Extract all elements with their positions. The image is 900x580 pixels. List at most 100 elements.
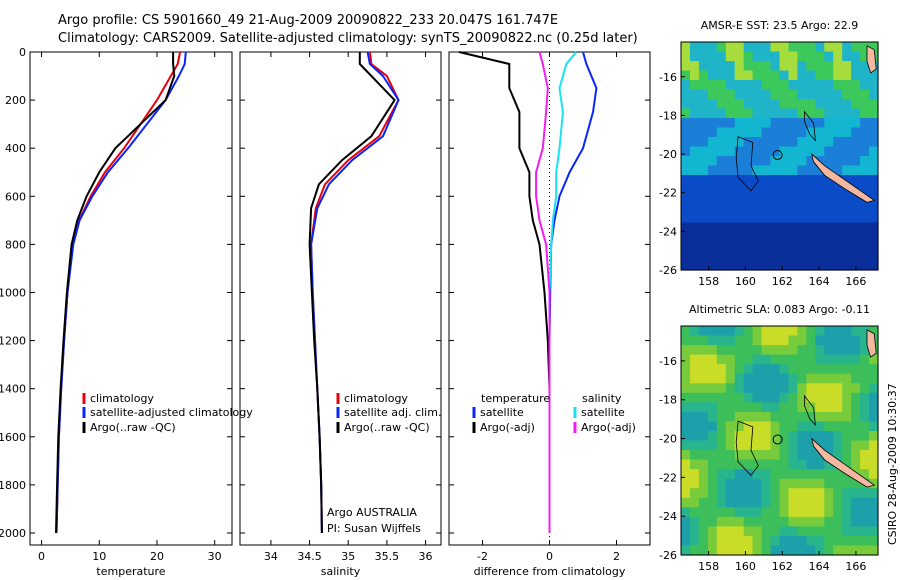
- heatmap-cell: [707, 497, 718, 508]
- heatmap-cell: [788, 80, 799, 91]
- heatmap-cell: [869, 241, 879, 252]
- heatmap-cell: [797, 156, 807, 167]
- heatmap-cell: [788, 108, 799, 119]
- heatmap-cell: [833, 232, 843, 243]
- heatmap-cell: [851, 450, 861, 461]
- heatmap-cell: [851, 194, 861, 205]
- heatmap-cell: [869, 260, 879, 271]
- heatmap-cell: [707, 175, 718, 186]
- heatmap-cell: [716, 241, 727, 252]
- heatmap-cell: [681, 535, 691, 546]
- heatmap-cell: [815, 488, 825, 499]
- map-y-tick-label: -26: [659, 264, 677, 277]
- heatmap-cell: [833, 260, 843, 271]
- heatmap-cell: [770, 526, 781, 537]
- heatmap-cell: [707, 545, 718, 556]
- heatmap-cell: [698, 70, 709, 81]
- heatmap-cell: [851, 345, 861, 356]
- heatmap-cell: [833, 526, 843, 537]
- heatmap-cell: [743, 99, 754, 110]
- heatmap-cell: [788, 345, 799, 356]
- heatmap-cell: [815, 175, 825, 186]
- heatmap-cell: [690, 431, 700, 442]
- heatmap-cell: [707, 70, 718, 81]
- heatmap-cell: [681, 459, 691, 470]
- heatmap-cell: [851, 383, 861, 394]
- heatmap-cell: [788, 61, 799, 72]
- heatmap-cell: [716, 127, 727, 138]
- heatmap-cell: [797, 51, 807, 62]
- heatmap-cell: [833, 478, 843, 489]
- heatmap-cell: [716, 251, 727, 262]
- heatmap-cell: [707, 373, 718, 384]
- heatmap-cell: [869, 203, 879, 214]
- heatmap-cell: [779, 450, 790, 461]
- heatmap-cell: [761, 459, 772, 470]
- heatmap-cell: [752, 42, 763, 53]
- heatmap-cell: [779, 175, 790, 186]
- heatmap-cell: [734, 354, 745, 365]
- heatmap-cell: [734, 478, 745, 489]
- heatmap-cell: [779, 165, 790, 176]
- heatmap-cell: [788, 421, 799, 432]
- x-tick-label: 34: [264, 550, 278, 563]
- heatmap-cell: [716, 526, 727, 537]
- heatmap-cell: [752, 440, 763, 451]
- heatmap-cell: [824, 373, 834, 384]
- heatmap-cell: [779, 373, 790, 384]
- heatmap-cell: [761, 373, 772, 384]
- heatmap-cell: [698, 335, 709, 346]
- heatmap-cell: [681, 383, 691, 394]
- heatmap-cell: [681, 251, 691, 262]
- heatmap-cell: [716, 364, 727, 375]
- heatmap-cell: [690, 383, 700, 394]
- map-title: Altimetric SLA: 0.083 Argo: -0.11: [689, 303, 870, 316]
- heatmap-cell: [833, 61, 843, 72]
- heatmap-cell: [752, 165, 763, 176]
- heatmap-cell: [707, 335, 718, 346]
- heatmap-cell: [690, 42, 700, 53]
- heatmap-cell: [833, 194, 843, 205]
- heatmap-cell: [860, 402, 870, 413]
- heatmap-cell: [860, 213, 870, 224]
- heatmap-cell: [690, 459, 700, 470]
- heatmap-cell: [815, 431, 825, 442]
- heatmap-cell: [797, 146, 807, 157]
- heatmap-cell: [681, 137, 691, 148]
- heatmap-cell: [770, 203, 781, 214]
- heatmap-cell: [698, 421, 709, 432]
- heatmap-cell: [681, 364, 691, 375]
- heatmap-cell: [770, 232, 781, 243]
- heatmap-cell: [752, 260, 763, 271]
- heatmap-cell: [707, 507, 718, 518]
- heatmap-cell: [743, 469, 754, 480]
- heatmap-cell: [824, 61, 834, 72]
- heatmap-cell: [869, 364, 879, 375]
- heatmap-cell: [725, 535, 736, 546]
- heatmap-cell: [716, 260, 727, 271]
- heatmap-cell: [716, 232, 727, 243]
- heatmap-cell: [833, 70, 843, 81]
- heatmap-cell: [788, 203, 799, 214]
- heatmap-cell: [797, 335, 807, 346]
- heatmap-cell: [743, 535, 754, 546]
- heatmap-cell: [842, 402, 852, 413]
- heatmap-cell: [797, 373, 807, 384]
- heatmap-cell: [698, 478, 709, 489]
- heatmap-cell: [725, 137, 736, 148]
- heatmap-cell: [743, 222, 754, 233]
- heatmap-cell: [851, 497, 861, 508]
- heatmap-cell: [806, 402, 816, 413]
- heatmap-cell: [770, 213, 781, 224]
- heatmap-cell: [788, 459, 799, 470]
- heatmap-cell: [842, 251, 852, 262]
- heatmap-cell: [842, 108, 852, 119]
- series-line: [55, 51, 182, 534]
- map-title: AMSR-E SST: 23.5 Argo: 22.9: [701, 19, 859, 32]
- heatmap-cell: [743, 80, 754, 91]
- heatmap-cell: [752, 222, 763, 233]
- legend-label: satellite: [581, 406, 625, 419]
- heatmap-cell: [698, 373, 709, 384]
- heatmap-cell: [707, 469, 718, 480]
- heatmap-cell: [788, 260, 799, 271]
